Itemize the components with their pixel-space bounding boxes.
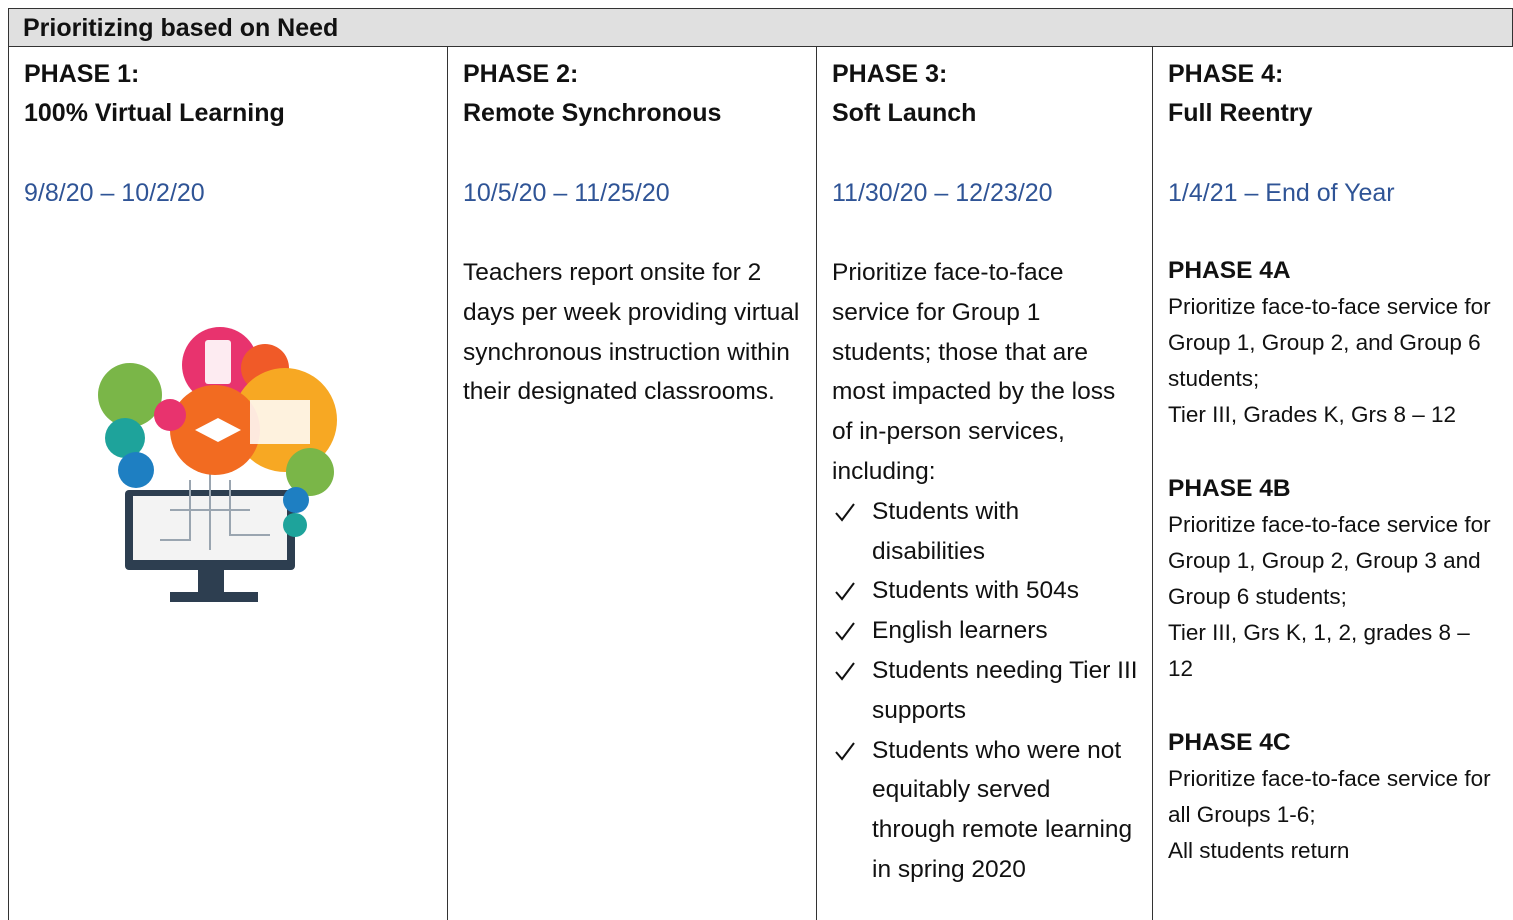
check-mark [835, 582, 855, 601]
phase-label: PHASE 3: [832, 60, 948, 88]
phase-name: 100% Virtual Learning [24, 99, 285, 127]
checklist-text: Students who were not equitably served t… [872, 736, 1133, 883]
subphase-text: Prioritize face-to-face service for Grou… [1168, 294, 1491, 391]
subphase: PHASE 4B Prioritize face-to-face service … [1168, 471, 1499, 687]
phase-column: PHASE 3: Soft Launch 11/30/20 – 12/23/20 Pr… [816, 47, 1152, 920]
illustration [98, 327, 337, 602]
phase-name: Full Reentry [1168, 99, 1313, 127]
checklist-item: Students with disabilities [832, 492, 1138, 572]
subphase: PHASE 4A Prioritize face-to-face service … [1168, 253, 1499, 433]
phase-description: Prioritize face-to-face service for Grou… [832, 259, 1116, 485]
checklist-text: Students with 504s [872, 577, 1080, 605]
phase-dates: 1/4/21 – End of Year [1168, 179, 1395, 207]
phase-label: PHASE 2: [463, 60, 579, 88]
phase-name: Soft Launch [832, 99, 977, 127]
checklist-text: English learners [872, 617, 1048, 645]
phase-dates: 11/30/20 – 12/23/20 [832, 179, 1053, 207]
phase-label: PHASE 1: [24, 60, 140, 88]
subphase-text: Tier III, Grades K, Grs 8 – 12 [1168, 402, 1457, 427]
checklist-item: English learners [832, 611, 1138, 651]
phase-column: PHASE 4: Full Reentry 1/4/21 – End of Year… [1152, 47, 1513, 920]
checklist-item: Students who were not equitably served t… [832, 731, 1138, 890]
phase-name: Remote Synchronous [463, 99, 722, 127]
check-mark [835, 662, 855, 681]
phase-description: Teachers report onsite for 2 days per we… [463, 259, 800, 406]
subphase-title: PHASE 4B [1168, 475, 1291, 502]
check-mark [835, 622, 855, 641]
subphase-text: Prioritize face-to-face service for all … [1168, 766, 1491, 827]
subphase: PHASE 4C Prioritize face-to-face service … [1168, 725, 1499, 869]
phase-dates: 9/8/20 – 10/2/20 [24, 179, 205, 207]
subphase-text: Tier III, Grs K, 1, 2, grades 8 – 12 [1168, 620, 1470, 681]
subphase-title: PHASE 4C [1168, 729, 1291, 756]
phase-label: PHASE 4: [1168, 60, 1284, 88]
subphase-text: All students return [1168, 838, 1350, 863]
checklist: Students with disabilities Students with … [832, 492, 1138, 890]
checklist-item: Students needing Tier III supports [832, 651, 1138, 731]
table-header: Prioritizing based on Need [8, 8, 1513, 47]
phase-column: PHASE 1: 100% Virtual Learning 9/8/20 – 10… [8, 47, 447, 920]
phase-column: PHASE 2: Remote Synchronous 10/5/20 – 11/2… [447, 47, 816, 920]
checklist-item: Students with 504s [832, 571, 1138, 611]
checklist-text: Students with disabilities [872, 497, 1020, 565]
check-mark [835, 503, 855, 522]
phase-dates: 10/5/20 – 11/25/20 [463, 179, 670, 207]
subphase-text: Prioritize face-to-face service for Grou… [1168, 512, 1491, 609]
check-mark [835, 741, 855, 761]
checklist-text: Students needing Tier III supports [872, 656, 1138, 724]
subphase-title: PHASE 4A [1168, 257, 1291, 284]
